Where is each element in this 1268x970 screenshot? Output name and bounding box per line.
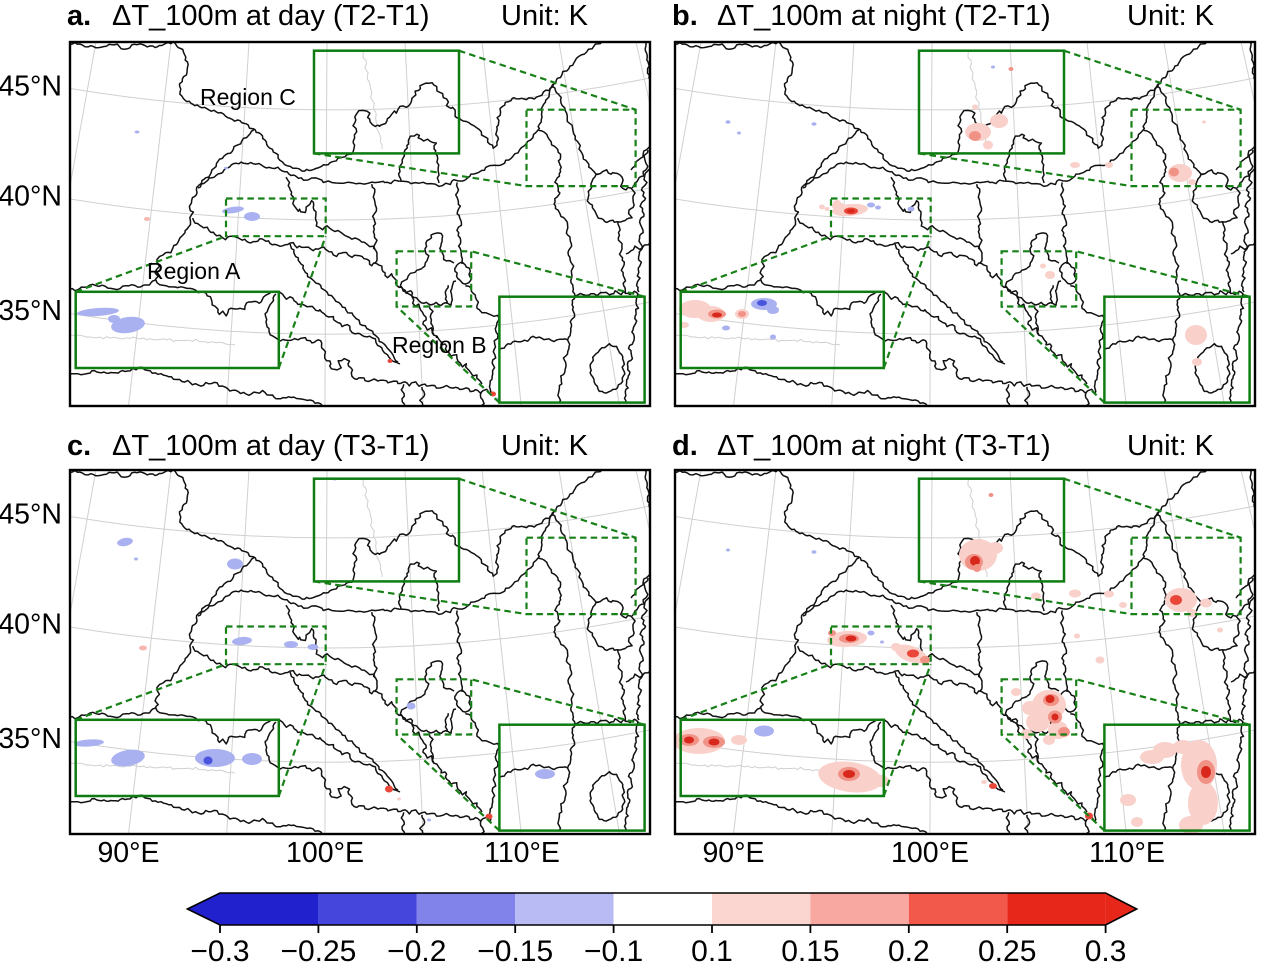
svg-text:100°E: 100°E	[891, 837, 969, 869]
svg-text:c.: c.	[67, 430, 91, 462]
svg-text:ΔT_100m at day (T2-T1): ΔT_100m at day (T2-T1)	[112, 0, 430, 32]
svg-text:ΔT_100m at night (T3-T1): ΔT_100m at night (T3-T1)	[717, 430, 1051, 462]
svg-text:Unit: K: Unit: K	[501, 430, 589, 462]
svg-text:d.: d.	[672, 430, 698, 462]
svg-text:Unit: K: Unit: K	[501, 0, 589, 32]
svg-text:0.15: 0.15	[781, 935, 839, 965]
svg-text:ΔT_100m at night (T2-T1): ΔT_100m at night (T2-T1)	[717, 0, 1051, 32]
svg-text:−0.1: −0.1	[584, 935, 643, 965]
svg-text:b.: b.	[672, 0, 698, 32]
svg-text:35°N: 35°N	[0, 723, 62, 755]
svg-text:45°N: 45°N	[0, 499, 62, 531]
svg-text:Region A: Region A	[147, 258, 241, 284]
svg-text:−0.3: −0.3	[190, 935, 249, 965]
svg-text:−0.25: −0.25	[280, 935, 356, 965]
svg-text:Unit: K: Unit: K	[1127, 430, 1215, 462]
svg-text:90°E: 90°E	[97, 837, 159, 869]
svg-text:90°E: 90°E	[702, 837, 764, 869]
svg-text:100°E: 100°E	[286, 837, 364, 869]
svg-text:40°N: 40°N	[0, 609, 62, 641]
svg-text:110°E: 110°E	[484, 837, 560, 869]
svg-text:−0.15: −0.15	[477, 935, 553, 965]
svg-text:110°E: 110°E	[1089, 837, 1165, 869]
svg-text:35°N: 35°N	[0, 295, 62, 327]
svg-text:a.: a.	[67, 0, 91, 32]
svg-text:0.1: 0.1	[691, 935, 733, 965]
svg-text:45°N: 45°N	[0, 71, 62, 103]
svg-text:Region B: Region B	[392, 332, 487, 358]
svg-text:Unit: K: Unit: K	[1127, 0, 1215, 32]
svg-text:0.3: 0.3	[1085, 935, 1127, 965]
svg-text:−0.2: −0.2	[387, 935, 446, 965]
svg-text:ΔT_100m at day (T3-T1): ΔT_100m at day (T3-T1)	[112, 430, 430, 462]
svg-text:Region C: Region C	[200, 84, 296, 110]
svg-text:0.2: 0.2	[888, 935, 930, 965]
svg-text:0.25: 0.25	[978, 935, 1036, 965]
svg-text:40°N: 40°N	[0, 181, 62, 213]
